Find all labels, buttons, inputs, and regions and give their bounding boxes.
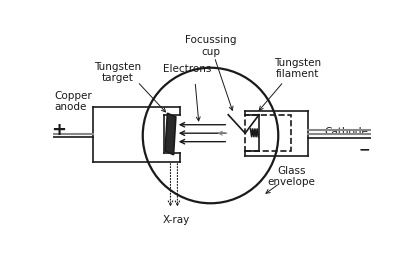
Bar <box>245 115 291 151</box>
Text: +: + <box>51 121 66 139</box>
Text: Glass
envelope: Glass envelope <box>268 165 315 187</box>
Text: −: − <box>359 142 370 156</box>
Text: Copper
anode: Copper anode <box>54 91 92 112</box>
Text: Tungsten
target: Tungsten target <box>95 62 142 83</box>
Text: Electrons: Electrons <box>163 64 211 74</box>
Text: Focussing
cup: Focussing cup <box>185 36 236 57</box>
Polygon shape <box>165 113 176 155</box>
Text: Cathode: Cathode <box>325 128 368 138</box>
Text: X-ray: X-ray <box>162 215 190 225</box>
Text: Tungsten
filament: Tungsten filament <box>274 58 321 79</box>
